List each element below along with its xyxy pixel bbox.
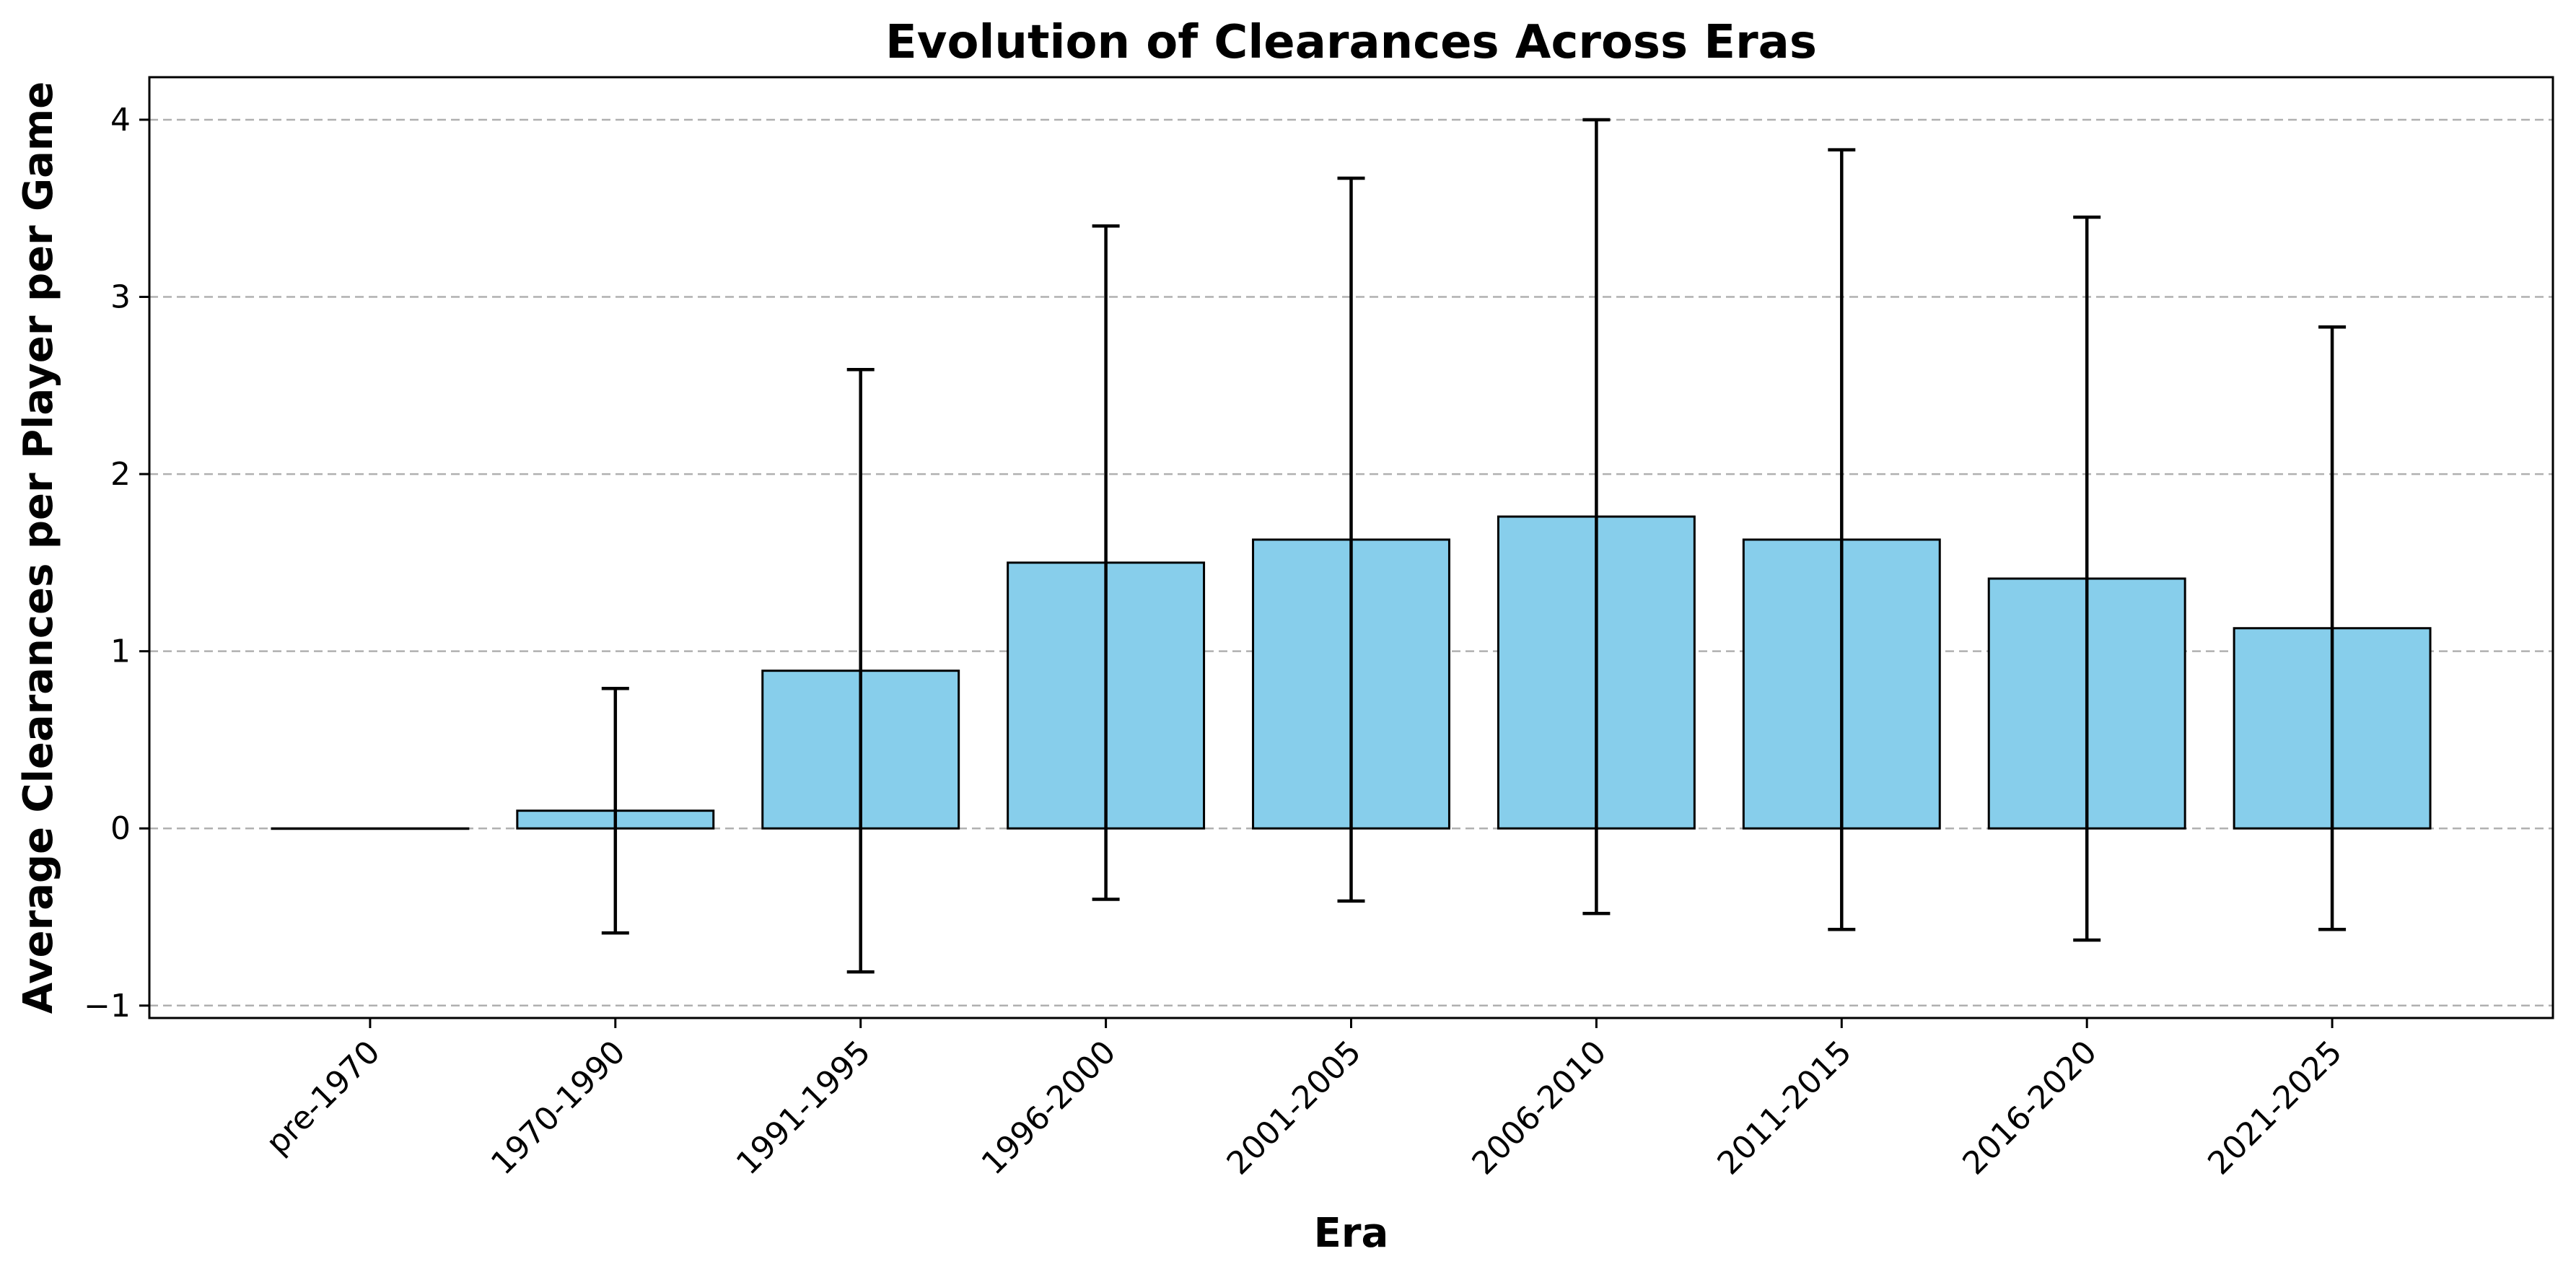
y-tick-label: 0 (110, 810, 131, 847)
error-bars (601, 118, 2347, 974)
y-axis-label: Average Clearances per Player per Game (15, 82, 62, 1014)
y-tick-label: 2 (110, 456, 131, 493)
y-tick-label: −1 (84, 988, 131, 1024)
y-axis-ticks: −1 0 1 2 3 4 (84, 102, 149, 1024)
y-tick-label: 3 (110, 279, 131, 316)
y-tick-label: 1 (110, 633, 131, 670)
chart-title: Evolution of Clearances Across Eras (885, 16, 1817, 69)
bar (271, 827, 470, 830)
y-tick-label: 4 (110, 102, 131, 139)
x-axis-label: Era (1314, 1210, 1389, 1257)
